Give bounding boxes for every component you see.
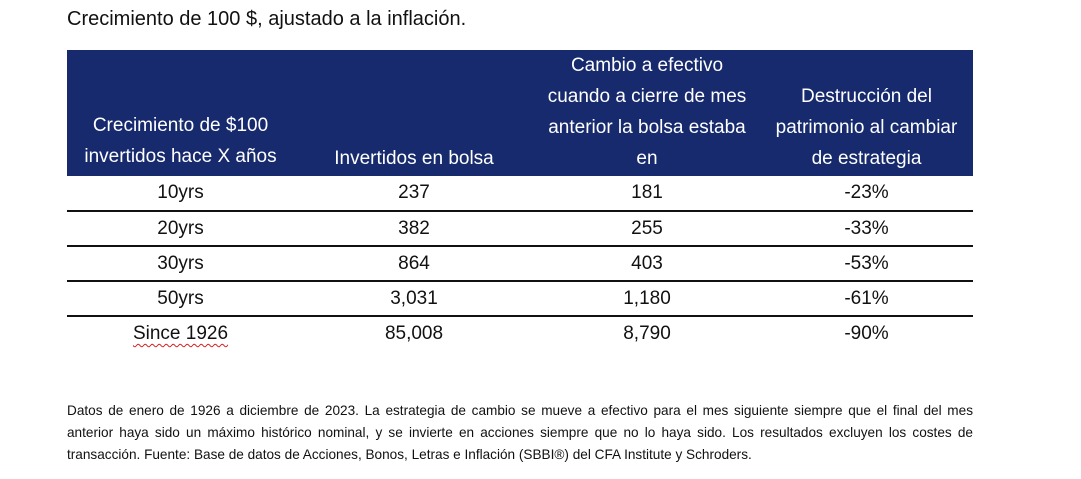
cell-switch-cash: 1,180 — [534, 281, 760, 317]
header-wealth-destruction: Destrucción del patrimonio al cambiar de… — [775, 86, 958, 169]
header-years-ago: Crecimiento de $100 invertidos hace X añ… — [84, 115, 277, 167]
cell-destruction: -61% — [760, 281, 973, 317]
header-row: Crecimiento de $100 invertidos hace X añ… — [67, 50, 973, 176]
cell-switch-cash: 181 — [534, 176, 760, 212]
cell-destruction: -53% — [760, 246, 973, 282]
header-invested-in-stocks: Invertidos en bolsa — [334, 148, 494, 169]
cell-invested: 3,031 — [294, 281, 534, 317]
table-body: 10yrs 237 181 -23% 20yrs 382 255 -33% 30… — [67, 176, 973, 351]
inflation-growth-table: Crecimiento de $100 invertidos hace X añ… — [67, 50, 973, 351]
table-row: Since 1926 85,008 8,790 -90% — [67, 316, 973, 351]
cell-switch-cash: 8,790 — [623, 323, 671, 344]
cell-destruction: -90% — [844, 323, 889, 344]
cell-period: 50yrs — [67, 281, 294, 317]
cell-switch-cash: 403 — [534, 246, 760, 282]
cell-invested: 382 — [294, 211, 534, 247]
cell-period: 30yrs — [67, 246, 294, 282]
cell-destruction: -33% — [760, 211, 973, 247]
header-switch-to-cash: Cambio a efectivo cuando a cierre de mes… — [547, 55, 747, 169]
spellcheck-underlined-text: Since 1926 — [132, 323, 229, 344]
table-row: 50yrs 3,031 1,180 -61% — [67, 281, 973, 317]
cell-invested: 864 — [294, 246, 534, 282]
table-row: 10yrs 237 181 -23% — [67, 176, 973, 212]
cell-destruction: -23% — [760, 176, 973, 212]
source-footnote: Datos de enero de 1926 a diciembre de 20… — [67, 403, 973, 462]
cell-period: Since 1926 — [67, 316, 294, 351]
cell-period: 10yrs — [67, 176, 294, 212]
cell-period: 20yrs — [67, 211, 294, 247]
table-row: 30yrs 864 403 -53% — [67, 246, 973, 282]
table-header: Crecimiento de $100 invertidos hace X añ… — [67, 50, 973, 176]
cell-invested: 237 — [294, 176, 534, 212]
cell-switch-cash: 255 — [534, 211, 760, 247]
cell-invested: 85,008 — [384, 323, 444, 344]
table-row: 20yrs 382 255 -33% — [67, 211, 973, 247]
page-title: Crecimiento de 100 $, ajustado a la infl… — [67, 8, 467, 30]
